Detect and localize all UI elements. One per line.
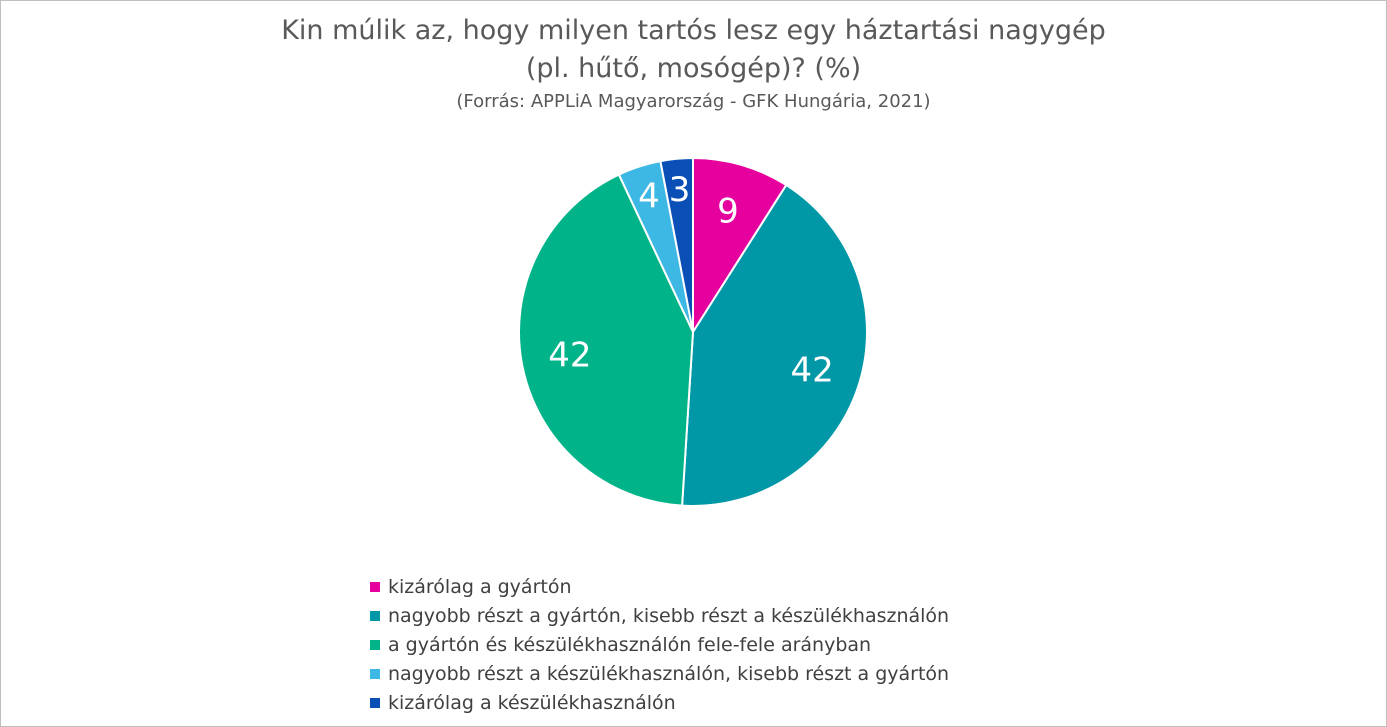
legend-item: nagyobb részt a készülékhasználón, kiseb… <box>370 659 949 688</box>
legend-swatch <box>370 610 380 621</box>
chart-title-line-1: Kin múlik az, hogy milyen tartós lesz eg… <box>281 15 1106 46</box>
legend-label: a gyártón és készülékhasználón fele-fele… <box>388 633 872 656</box>
legend-label: nagyobb részt a gyártón, kisebb részt a … <box>388 604 950 627</box>
pie-data-label: 4 <box>638 176 660 216</box>
legend-swatch <box>370 581 380 592</box>
chart-subtitle: (Forrás: APPLiA Magyarország - GFK Hungá… <box>456 91 931 112</box>
pie-data-label: 3 <box>669 170 691 210</box>
legend-label: kizárólag a gyártón <box>388 575 572 598</box>
pie-slice-half-half <box>517 173 695 507</box>
legend-label: nagyobb részt a készülékhasználón, kiseb… <box>388 662 950 685</box>
chart-title: Kin múlik az, hogy milyen tartós lesz eg… <box>0 12 1387 88</box>
legend-swatch <box>370 668 380 679</box>
pie-data-label: 42 <box>548 335 591 375</box>
pie-slice-mostly-manufacturer <box>681 183 869 507</box>
legend-item: a gyártón és készülékhasználón fele-fele… <box>370 630 949 659</box>
legend-item: nagyobb részt a gyártón, kisebb részt a … <box>370 601 949 630</box>
legend-item: kizárólag a gyártón <box>370 572 949 601</box>
chart-title-line-2: (pl. hűtő, mosógép)? (%) <box>525 53 862 84</box>
pie-data-label: 9 <box>717 192 739 232</box>
legend-swatch <box>370 697 380 708</box>
pie-data-label: 42 <box>791 351 834 391</box>
pie-slice-user-only <box>659 156 694 333</box>
legend-item: kizárólag a készülékhasználón <box>370 688 949 717</box>
legend: kizárólag a gyártón nagyobb részt a gyár… <box>370 572 949 717</box>
legend-label: kizárólag a készülékhasználón <box>388 691 676 714</box>
pie-slice-manufacturer-only <box>692 156 788 336</box>
legend-swatch <box>370 639 380 650</box>
